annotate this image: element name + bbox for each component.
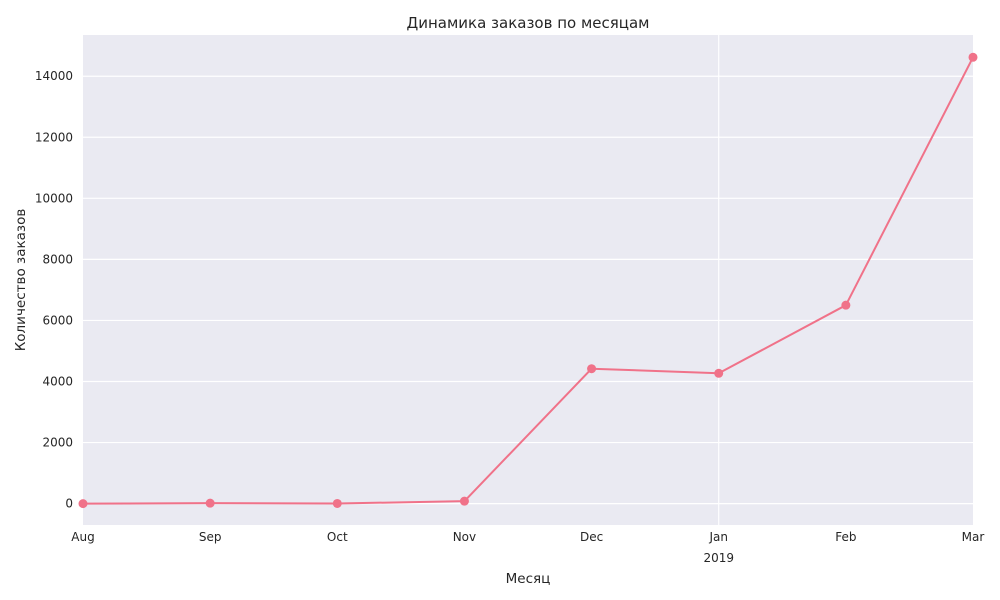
- data-point: [459, 496, 469, 506]
- grid-lines: [83, 35, 973, 525]
- y-tick-label: 2000: [42, 436, 73, 450]
- data-point: [78, 499, 88, 509]
- x-tick-label: Feb: [835, 530, 856, 544]
- points-layer: [78, 52, 978, 509]
- series-line: [82, 56, 974, 505]
- chart-title: Динамика заказов по месяцам: [406, 14, 649, 32]
- x-tick-label: Nov: [453, 530, 476, 544]
- data-point: [332, 498, 342, 508]
- plot-area-background: [83, 35, 973, 525]
- y-tick-label: 14000: [35, 69, 73, 83]
- x-year-label: 2019: [703, 551, 734, 565]
- x-tick-label: Mar: [962, 530, 985, 544]
- series-layer: [82, 56, 974, 505]
- y-tick-label: 10000: [35, 191, 73, 205]
- y-tick-label: 12000: [35, 130, 73, 144]
- y-tick-label: 4000: [42, 375, 73, 389]
- data-point: [841, 300, 851, 310]
- y-tick-label: 8000: [42, 252, 73, 266]
- x-axis-label: Месяц: [506, 571, 551, 587]
- x-tick-label: Oct: [327, 530, 348, 544]
- y-tick-label: 6000: [42, 313, 73, 327]
- x-tick-label: Aug: [71, 530, 94, 544]
- data-point: [968, 52, 978, 62]
- x-axis: Aug Sep Oct Nov Dec Jan Feb Mar 2019: [71, 530, 984, 565]
- x-tick-label: Dec: [580, 530, 603, 544]
- data-point: [205, 498, 215, 508]
- y-axis: 0 2000 4000 6000 8000 10000 12000 14000: [35, 69, 73, 510]
- y-axis-label: Количество заказов: [13, 209, 29, 352]
- x-tick-label: Sep: [199, 530, 222, 544]
- y-tick-label: 0: [65, 497, 73, 511]
- x-tick-label: Jan: [708, 530, 728, 544]
- data-point: [714, 368, 724, 378]
- data-point: [587, 364, 597, 374]
